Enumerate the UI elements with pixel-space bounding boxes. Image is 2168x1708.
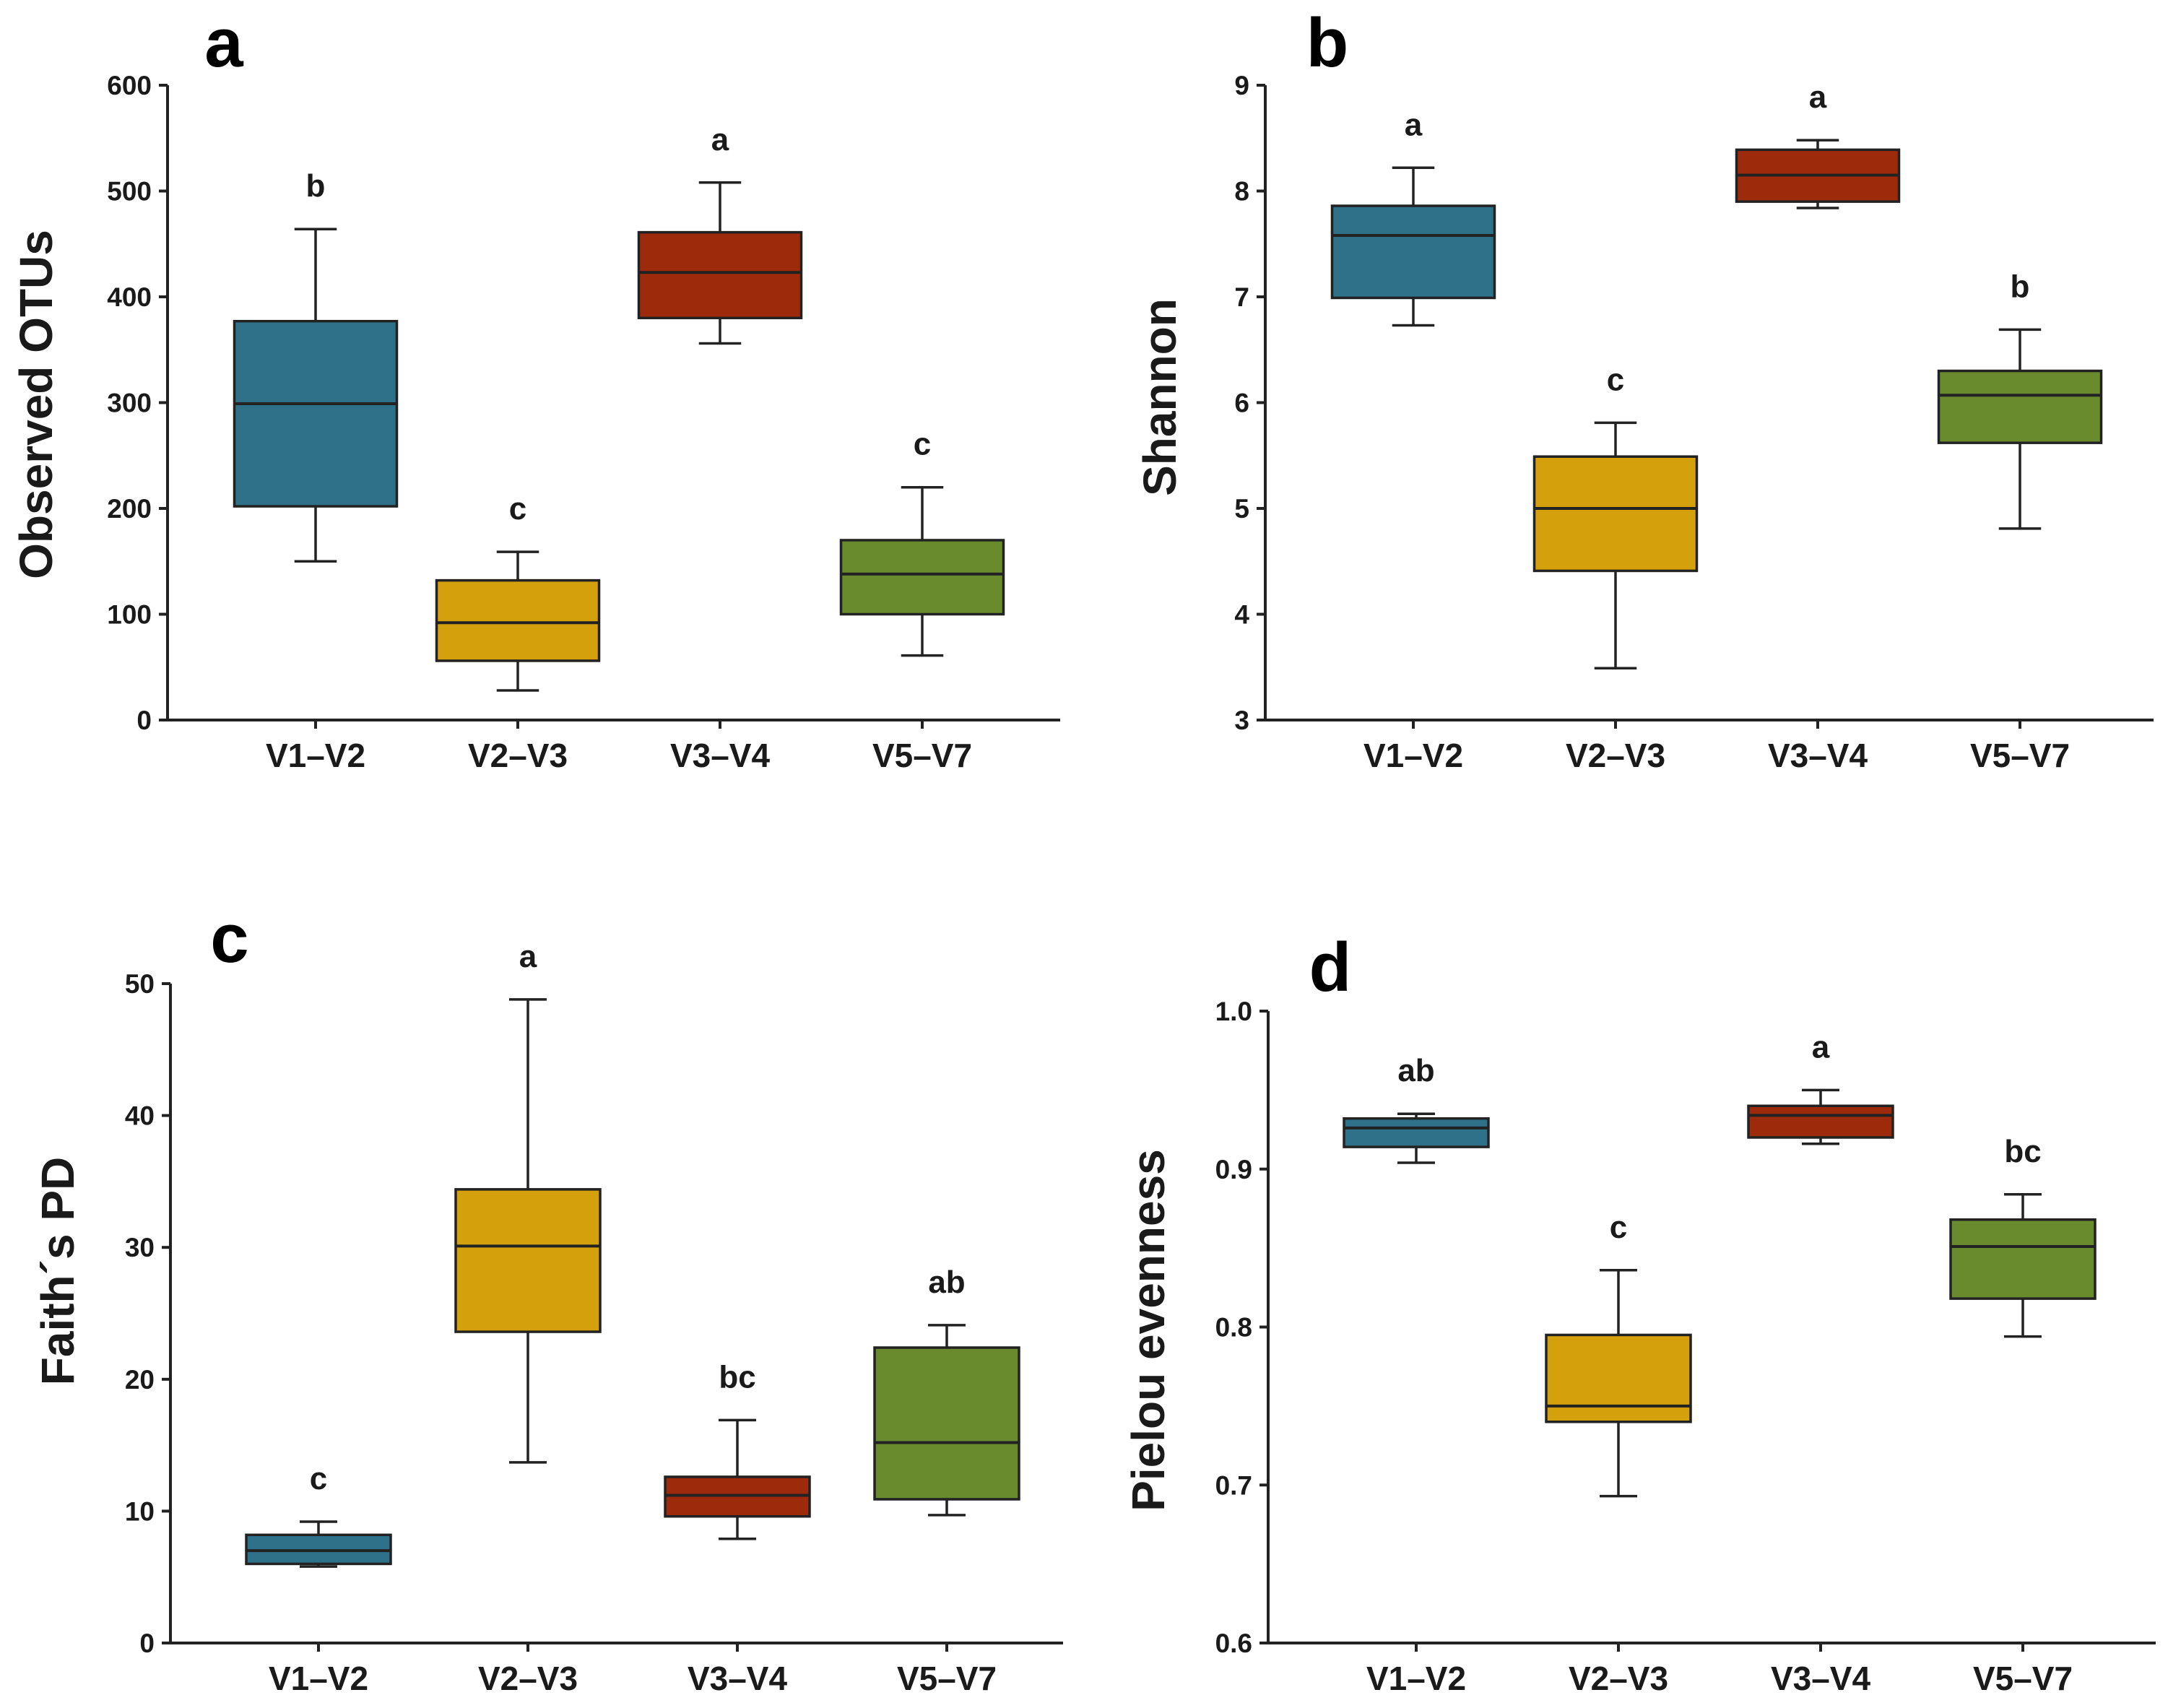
x-tick-label-v2-v3: V2–V3 (1569, 1660, 1668, 1697)
box-v2-v3 (454, 1188, 602, 1333)
box-v5-v7 (1937, 369, 2103, 444)
significance-letter: a (1405, 107, 1423, 142)
x-tick-label-v2-v3: V2–V3 (478, 1660, 578, 1697)
significance-letter: c (1607, 362, 1624, 397)
panel-d: d Pielou evenness 0.6 0.7 0.8 0.9 1.0 V1–V2 ab V2… (1122, 929, 2156, 1697)
y-axis-title: Shannon (1134, 298, 1186, 496)
y-tick-label: 0 (139, 1629, 155, 1658)
significance-letter: a (711, 122, 729, 157)
significance-letter: b (2011, 269, 2030, 304)
significance-letter: c (310, 1461, 327, 1496)
x-tick-label-v5-v7: V5–V7 (1970, 737, 2070, 774)
y-tick-label: 300 (107, 389, 152, 418)
panel-c: c Faith´s PD 0 10 20 30 40 50 V1–V2 c V2–V3 a V3–V4 b… (32, 900, 1063, 1697)
x-tick-label-v5-v7: V5–V7 (872, 737, 972, 774)
y-tick-label: 0.9 (1215, 1155, 1252, 1184)
y-tick-label: 200 (107, 494, 152, 524)
box-v1-v2 (1343, 1117, 1490, 1148)
box-v3-v4 (1747, 1104, 1894, 1139)
y-tick-label: 600 (107, 71, 152, 100)
x-tick-label-v2-v3: V2–V3 (1566, 737, 1665, 774)
x-tick-label-v3-v4: V3–V4 (1771, 1660, 1871, 1697)
y-tick-label: 20 (125, 1365, 155, 1395)
significance-letter: a (1809, 79, 1827, 115)
box-v2-v3 (1532, 455, 1699, 573)
y-tick-label: 9 (1234, 71, 1249, 100)
significance-letter: a (519, 939, 537, 974)
x-tick-label-v5-v7: V5–V7 (1973, 1660, 2073, 1697)
y-tick-label: 10 (125, 1496, 155, 1526)
significance-letter: ab (1397, 1053, 1434, 1088)
y-tick-label: 8 (1234, 177, 1249, 207)
y-tick-label: 0.7 (1215, 1470, 1252, 1500)
box-v2-v3 (1545, 1333, 1692, 1423)
y-tick-label: 40 (125, 1101, 155, 1131)
panel-letter: c (210, 900, 248, 977)
box-v5-v7 (839, 539, 1005, 616)
x-tick-label-v2-v3: V2–V3 (468, 737, 568, 774)
panel-letter: d (1309, 929, 1352, 1006)
significance-letter: bc (719, 1359, 755, 1395)
panel-b: b Shannon 3 4 5 6 7 8 9 V1–V2 a V2–V3 c V3–V4 a V5–V7 b (1134, 4, 2154, 774)
significance-letter: a (1812, 1029, 1830, 1065)
box-v1-v2 (1330, 204, 1496, 300)
panel-letter: b (1306, 4, 1349, 82)
x-tick-label-v3-v4: V3–V4 (688, 1660, 788, 1697)
y-axis-title: Observed OTUs (10, 230, 62, 579)
box-v5-v7 (1949, 1218, 2097, 1300)
y-tick-label: 0.8 (1215, 1313, 1252, 1343)
y-tick-label: 400 (107, 282, 152, 312)
x-tick-label-v1-v2: V1–V2 (266, 737, 365, 774)
box-v2-v3 (435, 578, 601, 662)
y-axis-title: Faith´s PD (32, 1157, 84, 1385)
y-tick-label: 500 (107, 177, 152, 207)
panel-a: a Observed OTUs 0 100 200 300 400 500 600 V1–V2 b V… (10, 4, 1060, 774)
y-tick-label: 0.6 (1215, 1629, 1252, 1658)
y-tick-label: 30 (125, 1233, 155, 1262)
y-tick-label: 7 (1234, 282, 1249, 312)
y-tick-label: 50 (125, 969, 155, 999)
significance-letter: ab (928, 1265, 965, 1300)
panel-letter: a (204, 4, 243, 82)
x-tick-label-v1-v2: V1–V2 (1363, 737, 1463, 774)
significance-letter: c (509, 491, 526, 526)
x-tick-label-v3-v4: V3–V4 (670, 737, 771, 774)
significance-letter: c (1610, 1210, 1627, 1245)
box-v5-v7 (873, 1346, 1020, 1501)
significance-letter: c (914, 427, 931, 462)
x-tick-label-v1-v2: V1–V2 (269, 1660, 368, 1697)
y-tick-label: 1.0 (1215, 997, 1252, 1026)
significance-letter: bc (2004, 1134, 2041, 1169)
x-tick-label-v5-v7: V5–V7 (897, 1660, 997, 1697)
y-tick-label: 6 (1234, 389, 1249, 418)
y-tick-label: 4 (1234, 600, 1249, 630)
y-axis-title: Pielou evenness (1122, 1149, 1174, 1512)
y-tick-label: 100 (107, 600, 152, 630)
significance-letter: b (306, 168, 326, 204)
y-tick-label: 0 (136, 706, 152, 735)
x-tick-label-v3-v4: V3–V4 (1768, 737, 1868, 774)
x-tick-label-v1-v2: V1–V2 (1366, 1660, 1466, 1697)
box-v1-v2 (233, 319, 399, 508)
y-tick-label: 5 (1234, 494, 1249, 524)
box-v3-v4 (637, 230, 803, 320)
y-tick-label: 3 (1234, 706, 1249, 735)
